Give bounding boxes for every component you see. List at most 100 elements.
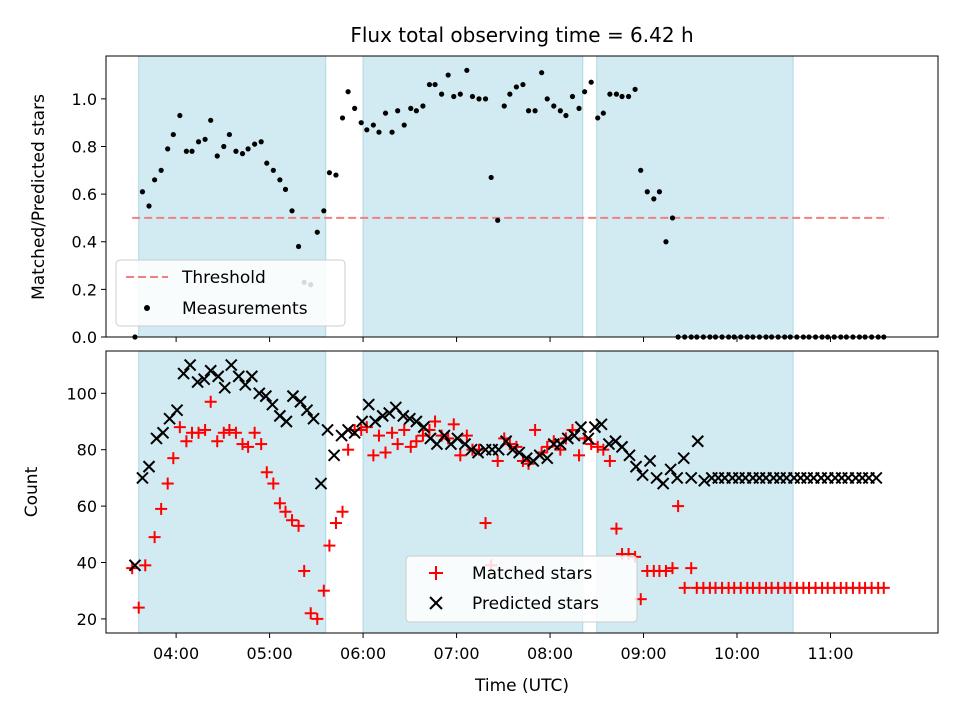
legend-box bbox=[115, 259, 346, 327]
measurement-point bbox=[158, 167, 164, 173]
predicted-star-point bbox=[156, 426, 170, 439]
measurement-point bbox=[532, 108, 538, 114]
predicted-star-point bbox=[369, 415, 382, 428]
measurement-point bbox=[619, 93, 625, 100]
legend: Threshold Measurements bbox=[115, 259, 346, 327]
measurement-point bbox=[195, 139, 202, 145]
predicted-star-point bbox=[506, 443, 519, 456]
measurement-point bbox=[339, 115, 346, 121]
measurement-point bbox=[663, 239, 669, 245]
matched-star-point bbox=[559, 432, 572, 445]
measurement-point bbox=[644, 189, 650, 195]
matched-star-point bbox=[217, 426, 230, 439]
predicted-star-point bbox=[636, 468, 649, 482]
measurement-point bbox=[183, 148, 189, 154]
predicted-star-point bbox=[554, 437, 567, 451]
matched-star-point bbox=[336, 505, 349, 518]
measurement-point bbox=[651, 196, 657, 202]
matched-star-point bbox=[372, 429, 385, 442]
matched-star-point bbox=[342, 443, 355, 456]
predicted-star-point bbox=[588, 420, 602, 434]
measurement-point bbox=[214, 153, 220, 159]
predicted-star-point bbox=[670, 471, 684, 485]
measurement-point bbox=[352, 105, 358, 111]
y-tick-label: 0.8 bbox=[72, 137, 97, 156]
y-tick-label: 20 bbox=[77, 610, 97, 629]
measurement-point bbox=[457, 91, 463, 97]
measurement-point bbox=[376, 129, 382, 135]
predicted-star-point bbox=[656, 477, 670, 490]
measurement-point bbox=[563, 112, 569, 119]
matched-star-point bbox=[610, 522, 623, 535]
x-axis-label: Time (UTC) bbox=[474, 676, 569, 696]
matched-star-point bbox=[391, 438, 404, 451]
measurement-point bbox=[252, 141, 258, 147]
predicted-star-point bbox=[403, 412, 417, 425]
predicted-star-point bbox=[327, 449, 341, 462]
predicted-star-point bbox=[512, 446, 526, 459]
matched-star-point bbox=[267, 477, 280, 490]
matched-star-point bbox=[479, 517, 492, 530]
predicted-star-point bbox=[245, 370, 259, 383]
measurement-point bbox=[277, 177, 283, 183]
predicted-star-point bbox=[664, 463, 677, 476]
measurement-point bbox=[165, 146, 171, 152]
measurement-point bbox=[152, 177, 158, 183]
predicted-star-point bbox=[870, 471, 883, 485]
legend-box bbox=[405, 555, 638, 623]
measurement-point bbox=[588, 79, 594, 85]
measurement-point bbox=[495, 217, 501, 223]
ratio-panel: 0.0 0.2 0.4 0.6 0.8 1.0 Matched/Predicted sta… bbox=[29, 55, 939, 347]
predicted-star-point bbox=[691, 435, 704, 448]
matched-star-point bbox=[398, 423, 411, 436]
y-axis-ticks: 0.0 0.2 0.4 0.6 0.8 1.0 bbox=[72, 90, 106, 347]
predicted-star-point bbox=[307, 412, 320, 425]
predicted-star-point bbox=[211, 370, 225, 383]
legend-matched-label: Matched stars bbox=[472, 564, 592, 584]
predicted-star-point bbox=[204, 364, 217, 377]
measurement-point bbox=[264, 160, 270, 166]
predicted-star-point bbox=[253, 387, 266, 400]
y-axis-ticks: 20 40 60 80 100 bbox=[66, 384, 106, 629]
measurement-point bbox=[426, 81, 433, 88]
x-tick-label: 08:00 bbox=[527, 644, 573, 663]
measurement-point bbox=[413, 108, 419, 114]
predicted-star-point bbox=[438, 429, 451, 442]
legend: Matched stars Predicted stars bbox=[405, 555, 638, 623]
measurement-point bbox=[576, 105, 582, 111]
y-axis-label: Matched/Predicted stars bbox=[29, 94, 49, 300]
matched-star-point bbox=[554, 443, 567, 456]
measurement-point bbox=[613, 91, 620, 97]
measurement-point bbox=[525, 108, 532, 114]
matched-star-point bbox=[273, 497, 286, 510]
matched-star-point bbox=[173, 421, 186, 434]
x-tick-label: 09:00 bbox=[620, 644, 666, 663]
measurement-point bbox=[476, 96, 482, 102]
measurement-point bbox=[557, 108, 563, 114]
x-tick-label: 07:00 bbox=[434, 644, 480, 663]
predicted-star-point bbox=[218, 381, 231, 394]
predicted-star-point bbox=[520, 451, 533, 465]
measurement-point bbox=[551, 103, 557, 109]
predicted-star-point bbox=[321, 423, 334, 437]
legend-predicted-swatch bbox=[429, 596, 443, 610]
matched-star-point bbox=[659, 564, 672, 577]
matched-star-point bbox=[242, 440, 255, 453]
predicted-star-point bbox=[294, 395, 307, 408]
measurement-point bbox=[600, 110, 606, 116]
measurement-point bbox=[177, 112, 183, 119]
measurement-point bbox=[513, 84, 519, 90]
measurement-point bbox=[289, 208, 295, 214]
predicted-star-point bbox=[355, 415, 369, 428]
matched-star-point bbox=[161, 477, 174, 490]
y-tick-label: 1.0 bbox=[72, 90, 97, 109]
predicted-star-point bbox=[410, 415, 423, 428]
predicted-star-point bbox=[376, 409, 389, 423]
predicted-star-point bbox=[684, 471, 698, 485]
measurement-point bbox=[638, 167, 644, 173]
matched-star-point bbox=[167, 452, 180, 465]
x-tick-label: 04:00 bbox=[153, 644, 199, 663]
count-panel: 20 40 60 80 100 04:00 05:00 06:00 07:00 08:00 09:… bbox=[22, 350, 939, 696]
measurement-point bbox=[408, 105, 414, 111]
predicted-star-point bbox=[623, 449, 636, 462]
